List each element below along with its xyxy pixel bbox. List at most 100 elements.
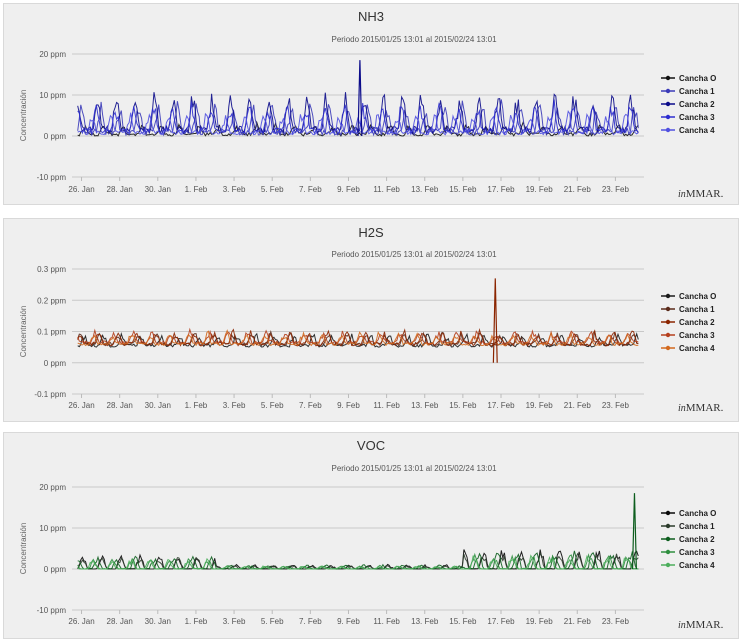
legend-label: Cancha O (679, 74, 716, 83)
legend-swatch-dot (665, 523, 671, 529)
x-tick-label: 15. Feb (449, 401, 477, 410)
chart-subtitle: Periodo 2015/01/25 13:01 al 2015/02/24 1… (331, 35, 497, 44)
y-tick-label: 0 ppm (44, 132, 67, 141)
y-tick-label: 20 ppm (39, 483, 66, 492)
x-tick-label: 3. Feb (223, 617, 246, 626)
x-tick-label: 9. Feb (337, 617, 360, 626)
x-tick-label: 21. Feb (564, 185, 592, 194)
legend-label: Cancha 3 (679, 113, 715, 122)
y-tick-label: 0.1 ppm (37, 328, 66, 337)
y-tick-label: 10 ppm (39, 524, 66, 533)
y-tick-label: 20 ppm (39, 50, 66, 59)
x-tick-label: 3. Feb (223, 185, 246, 194)
x-tick-label: 30. Jan (145, 401, 171, 410)
x-tick-label: 5. Feb (261, 617, 284, 626)
legend-label: Cancha 4 (679, 126, 715, 135)
legend-swatch-dot (665, 88, 671, 94)
y-tick-label: -10 ppm (37, 173, 67, 182)
series-line (77, 554, 639, 570)
credit-logo: inMMAR. (678, 619, 724, 631)
x-tick-label: 1. Feb (185, 401, 208, 410)
y-tick-label: -10 ppm (37, 606, 67, 615)
x-tick-label: 17. Feb (487, 185, 515, 194)
x-tick-label: 30. Jan (145, 617, 171, 626)
credit-logo: inMMAR. (678, 402, 724, 414)
x-tick-label: 26. Jan (68, 617, 94, 626)
x-tick-label: 3. Feb (223, 401, 246, 410)
chart-title: VOC (357, 438, 385, 453)
legend-swatch-dot (665, 562, 671, 568)
y-tick-label: 0 ppm (44, 565, 67, 574)
legend-swatch-dot (665, 345, 671, 351)
series-line (77, 329, 639, 347)
legend-label: Cancha 3 (679, 548, 715, 557)
legend-label: Cancha O (679, 509, 716, 518)
x-tick-label: 28. Jan (107, 185, 133, 194)
chart-svg-voc: VOC Periodo 2015/01/25 13:01 al 2015/02/2… (19, 438, 724, 631)
legend-swatch-dot (665, 510, 671, 516)
x-tick-label: 30. Jan (145, 185, 171, 194)
x-tick-label: 17. Feb (487, 401, 515, 410)
x-tick-label: 23. Feb (602, 401, 630, 410)
x-tick-label: 7. Feb (299, 185, 322, 194)
credit-prefix: in (678, 620, 686, 631)
legend-label: Cancha 1 (679, 522, 715, 531)
y-tick-label: 0 ppm (44, 359, 67, 368)
x-tick-label: 1. Feb (185, 617, 208, 626)
spike-line (631, 493, 637, 570)
legend-label: Cancha 4 (679, 344, 715, 353)
legend-swatch-dot (665, 75, 671, 81)
legend-swatch-dot (665, 332, 671, 338)
chart-subtitle: Periodo 2015/01/25 13:01 al 2015/02/24 1… (331, 464, 497, 473)
legend-swatch-dot (665, 127, 671, 133)
chart-title: NH3 (358, 9, 384, 24)
legend-label: Cancha 1 (679, 305, 715, 314)
credit-prefix: in (678, 403, 686, 414)
x-tick-label: 26. Jan (68, 401, 94, 410)
legend-swatch-dot (665, 101, 671, 107)
x-tick-label: 28. Jan (107, 401, 133, 410)
x-tick-label: 26. Jan (68, 185, 94, 194)
legend-label: Cancha O (679, 292, 716, 301)
chart-svg-nh3: NH3 Periodo 2015/01/25 13:01 al 2015/02/2… (19, 9, 724, 200)
x-tick-label: 21. Feb (564, 617, 592, 626)
legend-swatch-dot (665, 549, 671, 555)
credit-name: MMAR. (686, 402, 724, 414)
y-tick-label: 0.2 ppm (37, 296, 66, 305)
chart-svg-h2s: H2S Periodo 2015/01/25 13:01 al 2015/02/2… (19, 225, 724, 414)
x-tick-label: 15. Feb (449, 185, 477, 194)
legend-label: Cancha 1 (679, 87, 715, 96)
x-tick-label: 5. Feb (261, 401, 284, 410)
x-tick-label: 7. Feb (299, 401, 322, 410)
x-tick-label: 9. Feb (337, 401, 360, 410)
y-tick-label: 10 ppm (39, 91, 66, 100)
x-tick-label: 11. Feb (373, 185, 400, 194)
y-tick-label: 0.3 ppm (37, 265, 66, 274)
legend-swatch-dot (665, 319, 671, 325)
x-tick-label: 23. Feb (602, 617, 630, 626)
legend-label: Cancha 4 (679, 561, 715, 570)
x-tick-label: 11. Feb (373, 401, 400, 410)
chart-panel-h2s: H2S Periodo 2015/01/25 13:01 al 2015/02/2… (3, 218, 739, 422)
credit-prefix: in (678, 189, 686, 200)
x-tick-label: 13. Feb (411, 617, 439, 626)
credit-name: MMAR. (686, 619, 724, 631)
legend-label: Cancha 2 (679, 535, 715, 544)
x-tick-label: 28. Jan (107, 617, 133, 626)
chart-panel-nh3: NH3 Periodo 2015/01/25 13:01 al 2015/02/2… (3, 3, 739, 205)
x-tick-label: 19. Feb (526, 617, 554, 626)
credit-name: MMAR. (686, 188, 724, 200)
x-tick-label: 15. Feb (449, 617, 477, 626)
legend-swatch-dot (665, 306, 671, 312)
legend-swatch-dot (665, 293, 671, 299)
chart-title: H2S (358, 225, 384, 240)
x-tick-label: 5. Feb (261, 185, 284, 194)
legend-swatch-dot (665, 114, 671, 120)
y-axis-label: Concentración (19, 523, 28, 575)
x-tick-label: 21. Feb (564, 401, 592, 410)
legend-label: Cancha 3 (679, 331, 715, 340)
y-axis-label: Concentración (19, 306, 28, 358)
x-tick-label: 1. Feb (185, 185, 208, 194)
x-tick-label: 17. Feb (487, 617, 515, 626)
chart-subtitle: Periodo 2015/01/25 13:01 al 2015/02/24 1… (331, 250, 497, 259)
